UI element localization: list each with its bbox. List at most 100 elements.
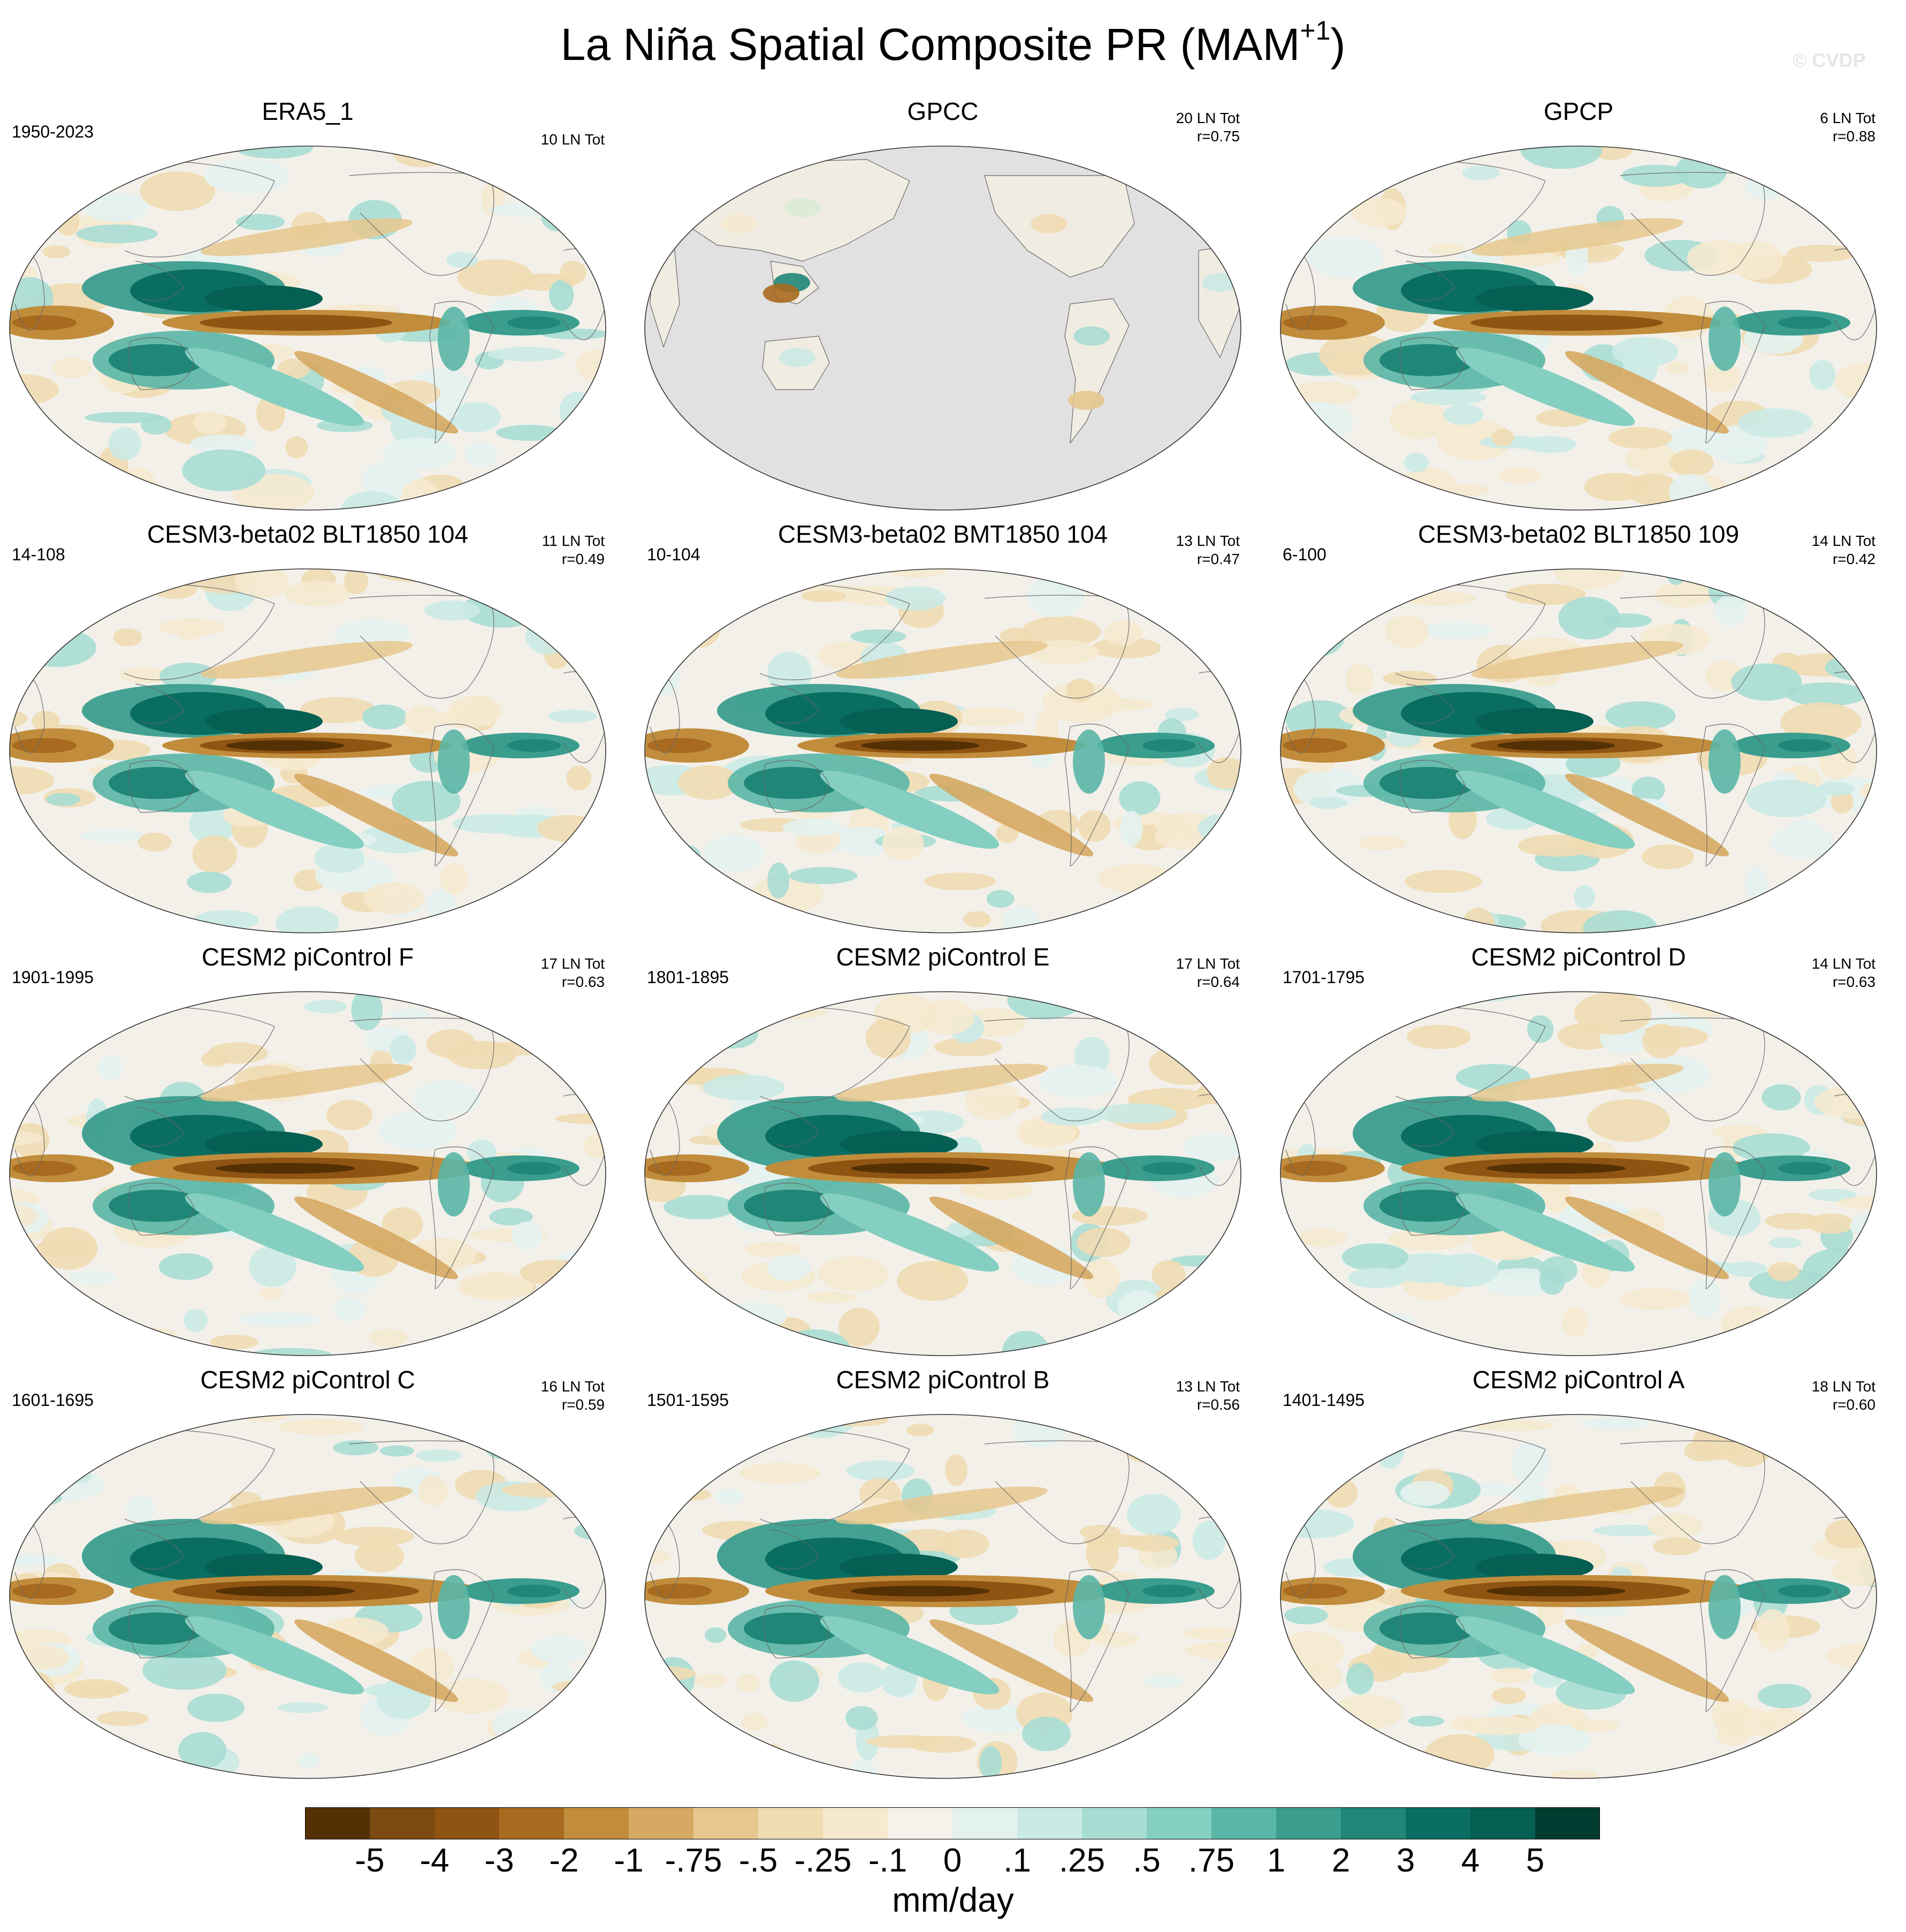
panel-correlation: r=0.59 [561,1396,605,1413]
colorbar-swatch [629,1807,694,1839]
colorbar-swatch [1470,1807,1536,1839]
colorbar-tick-label: -3 [484,1842,514,1879]
panel-years: 1801-1895 [647,968,729,987]
map-panel: CESM3-beta02 BLT1850 104 14-108 11 LN Tot r… [0,517,615,940]
robinson-map [644,146,1241,511]
robinson-map [644,991,1241,1356]
colorbar-swatch [370,1807,435,1839]
panel-title: ERA5_1 [262,97,354,125]
panel-stats: 18 LN Tot r=0.60 [1812,1378,1875,1414]
panel-years: 1950-2023 [12,122,94,141]
panel-title: CESM2 piControl F [201,943,414,971]
panel-event-count: 14 LN Tot [1811,955,1875,972]
main-title: La Niña Spatial Composite PR (MAM+1) [0,15,1906,74]
panel-title: CESM2 piControl A [1472,1366,1685,1394]
colorbar-tick-label: -.1 [868,1842,908,1879]
colorbar-tick-label: -.25 [794,1842,852,1879]
panel-stats: 16 LN Tot r=0.59 [541,1378,605,1414]
panel-correlation: r=0.63 [1832,973,1875,990]
colorbar-tick-label: .25 [1058,1842,1106,1879]
title-superscript: +1 [1300,16,1331,45]
colorbar-tick-label: -.5 [738,1842,778,1879]
title-text: La Niña Spatial Composite PR (MAM [560,19,1300,70]
colorbar-swatch [823,1807,888,1839]
colorbar-tick-label: 0 [943,1842,962,1879]
colorbar-swatch [952,1807,1018,1839]
panel-stats: 10 LN Tot [541,131,605,149]
colorbar-swatch [1211,1807,1277,1839]
panel-event-count: 14 LN Tot [1811,533,1875,549]
colorbar [305,1807,1600,1839]
panel-stats: 17 LN Tot r=0.64 [1176,955,1240,991]
map-border [644,568,1241,933]
panel-title: CESM3-beta02 BLT1850 104 [147,520,469,548]
map-panel: CESM2 piControl E 1801-1895 17 LN Tot r=0.6… [635,940,1251,1363]
colorbar-swatch [499,1807,565,1839]
panel-correlation: r=0.56 [1196,1396,1240,1413]
map-panel: CESM3-beta02 BMT1850 104 10-104 13 LN Tot r… [635,517,1251,940]
robinson-map [644,568,1241,933]
colorbar-swatch [305,1807,370,1839]
robinson-map [1280,568,1877,933]
panel-event-count: 16 LN Tot [540,1378,605,1395]
map-panel: CESM3-beta02 BLT1850 109 6-100 14 LN Tot r=… [1271,517,1886,940]
panel-title: GPCP [1543,97,1614,125]
colorbar-tick-label: -2 [549,1842,579,1879]
panel-event-count: 11 LN Tot [542,533,605,549]
panel-correlation: r=0.47 [1196,551,1240,567]
panel-years: 1701-1795 [1283,968,1365,987]
panel-event-count: 13 LN Tot [1176,1378,1240,1395]
map-border [644,146,1241,511]
panel-title: CESM3-beta02 BMT1850 104 [777,520,1108,548]
panel-correlation: r=0.64 [1196,973,1240,990]
panel-stats: 20 LN Tot r=0.75 [1176,109,1240,146]
panel-event-count: 6 LN Tot [1820,110,1875,126]
colorbar-outline [305,1807,1600,1839]
panel-event-count: 10 LN Tot [540,131,605,148]
map-border [644,991,1241,1356]
colorbar-tick-label: .1 [1003,1842,1031,1879]
panel-stats: 6 LN Tot r=0.88 [1820,109,1875,146]
panel-stats: 14 LN Tot r=0.63 [1812,955,1875,991]
map-border [1280,146,1877,511]
map-border [9,568,606,933]
panel-correlation: r=0.60 [1832,1396,1875,1413]
colorbar-tick-label: 5 [1526,1842,1545,1879]
panel-years: 10-104 [647,545,700,564]
map-panel: CESM2 piControl D 1701-1795 14 LN Tot r=0.6… [1271,940,1886,1363]
map-panel: GPCC 20 LN Tot r=0.75 [635,94,1251,517]
panel-event-count: 13 LN Tot [1176,533,1240,549]
colorbar-swatch [1406,1807,1471,1839]
panel-title: GPCC [907,97,979,125]
robinson-map [9,146,606,511]
map-border [1280,568,1877,933]
panel-stats: 13 LN Tot r=0.47 [1176,532,1240,568]
robinson-map [1280,1414,1877,1779]
colorbar-swatch [564,1807,629,1839]
colorbar-unit: mm/day [892,1881,1014,1919]
colorbar-tick-label: 4 [1461,1842,1480,1879]
colorbar-swatch [758,1807,824,1839]
panel-title: CESM2 piControl B [836,1366,1050,1394]
panel-event-count: 17 LN Tot [1176,955,1240,972]
map-border [9,1414,606,1779]
robinson-map [9,568,606,933]
map-panel: CESM2 piControl F 1901-1995 17 LN Tot r=0.6… [0,940,615,1363]
map-panel: CESM2 piControl C 1601-1695 16 LN Tot r=0.5… [0,1363,615,1785]
colorbar-tick-label: -.75 [665,1842,722,1879]
colorbar-swatch [888,1807,953,1839]
panel-correlation: r=0.88 [1832,128,1875,144]
panel-years: 14-108 [12,545,65,564]
panel-stats: 17 LN Tot r=0.63 [541,955,605,991]
colorbar-tick-label: 1 [1267,1842,1286,1879]
colorbar-labels: -5 -4 -3 -2 -1 -.75 -.5 -.25 -.1 0 .1 .25 .5 .75 1 2 3 4 5 [0,1842,1906,1880]
map-border [1280,991,1877,1356]
colorbar-tick-label: -5 [355,1842,385,1879]
panel-years: 1901-1995 [12,968,94,987]
panel-title: CESM2 piControl E [836,943,1050,971]
panel-correlation: r=0.49 [561,551,605,567]
map-panel: ERA5_1 1950-2023 10 LN Tot [0,94,615,517]
colorbar-swatch [1147,1807,1212,1839]
panel-event-count: 18 LN Tot [1811,1378,1875,1395]
map-panel: CESM2 piControl A 1401-1495 18 LN Tot r=0.6… [1271,1363,1886,1785]
